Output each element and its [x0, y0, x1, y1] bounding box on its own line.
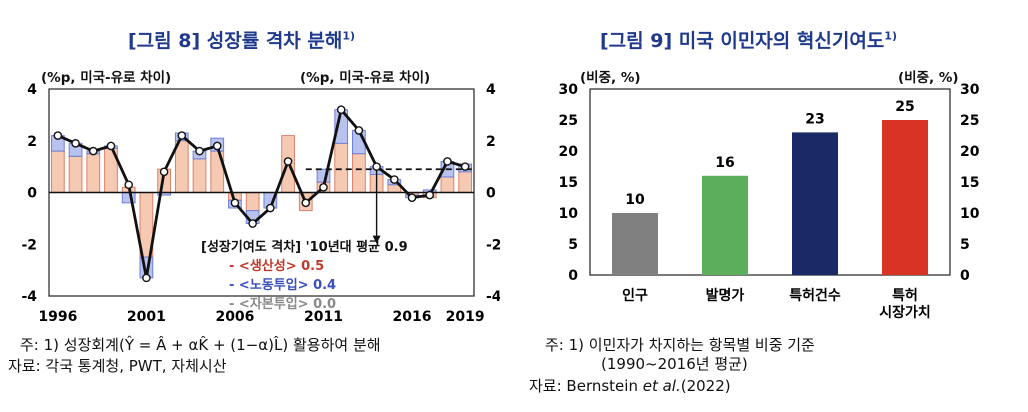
left-ytick-right: 0: [486, 186, 496, 202]
right-note: 주: 1) 이민자가 차지하는 항목별 비중 기준: [545, 336, 815, 354]
total-gap-point-2018: [443, 157, 452, 166]
total-gap-point-2019: [460, 162, 470, 171]
left-ytick-right: 2: [486, 134, 496, 150]
left-xtick: 2016: [393, 309, 432, 325]
bar-인구: [612, 213, 658, 275]
left-source: 자료: 각국 통계청, PWT, 자체시산: [8, 357, 227, 375]
total-gap-point-2009: [283, 157, 293, 166]
right-ytick-right: 5: [960, 237, 970, 253]
right-chart-title-text: [그림 9] 미국 이민자의 혁신기여도: [600, 30, 885, 52]
right-ytick-right: 15: [960, 175, 979, 191]
left-chart-title: [그림 8] 성장률 격차 분해1): [128, 26, 355, 53]
total-gap-point-2015: [390, 175, 399, 184]
annotation-item-productivity: - <생산성> 0.5: [229, 259, 325, 274]
total-gap-point-2016: [407, 193, 417, 202]
left-note: 주: 1) 성장회계(Ŷ = Â + αK̂ + (1−α)L̂) 활용하여 분…: [20, 336, 381, 354]
right-source: 자료: Bernstein et al.(2022): [529, 375, 731, 396]
right-ytick-left: 5: [568, 237, 578, 253]
right-ytick-left: 20: [559, 144, 579, 160]
right-ytick-right: 25: [960, 113, 979, 129]
total-gap-point-1996: [53, 131, 63, 140]
right-chart-title-sup: 1): [884, 29, 897, 43]
left-ytick-left: -2: [21, 237, 37, 253]
total-gap-point-2006: [230, 198, 240, 208]
total-gap-point-2014: [372, 162, 381, 171]
right-plot-frame: [589, 88, 951, 276]
total-gap-point-2010: [301, 198, 311, 208]
left-ytick-left: -4: [21, 289, 37, 305]
left-chart-title-sup: 1): [342, 29, 356, 43]
total-gap-point-2012: [336, 105, 346, 115]
left-unit-right: (%p, 미국-유로 차이): [300, 70, 431, 86]
annotation-item-labor: - <노동투입> 0.4: [229, 278, 337, 293]
total-gap-point-2008: [266, 203, 275, 213]
right-note-period: (1990~2016년 평균): [601, 355, 748, 373]
right-ytick-right: 0: [960, 268, 970, 284]
left-ytick-left: 0: [27, 186, 37, 202]
total-gap-point-2002: [159, 167, 169, 177]
annotation-header: [성장기여도 격차] '10년대 평균 0.9: [201, 240, 408, 255]
total-gap-point-2013: [354, 126, 364, 135]
bar-value-label: 10: [625, 192, 645, 208]
right-xtick: 특허건수: [789, 287, 841, 304]
right-chart: 0 0 5 5 10 10 15 15 20 20 25 25 30 30 10 인구 16 발명가 23 특허건수 2…: [559, 82, 980, 321]
total-gap-point-2003: [177, 131, 187, 140]
bar-value-label: 16: [715, 155, 734, 171]
annotation-item-capital: - <자본투입> 0.0: [229, 297, 337, 312]
total-gap-point-1997: [71, 139, 80, 148]
right-chart-title: [그림 9] 미국 이민자의 혁신기여도1): [600, 26, 897, 53]
right-source-prefix: 자료: Bernstein: [529, 377, 643, 395]
right-ytick-left: 25: [559, 113, 578, 129]
right-source-suffix: (2022): [680, 377, 731, 395]
left-xtick: 2011: [304, 309, 343, 325]
right-unit-right: (비중, %): [898, 70, 959, 86]
bar-특허건수: [792, 132, 838, 275]
bar-특허시장가치: [882, 120, 928, 275]
right-ytick-right: 20: [960, 144, 980, 160]
left-ytick-left: 4: [27, 82, 37, 98]
total-gap-point-2011: [319, 183, 328, 192]
left-ytick-right: -4: [486, 289, 500, 305]
right-ytick-left: 0: [568, 268, 578, 284]
total-gap-point-2007: [248, 219, 257, 228]
right-unit-left: (비중, %): [580, 70, 641, 86]
right-ytick-right: 10: [960, 206, 980, 222]
total-gap-point-1998: [88, 146, 98, 156]
right-ytick-left: 30: [559, 82, 579, 98]
total-gap-point-2017: [425, 190, 435, 200]
total-gap-point-1999: [106, 141, 116, 151]
left-unit-left: (%p, 미국-유로 차이): [41, 70, 172, 86]
right-xtick: 특허: [892, 287, 918, 304]
right-source-italic: et al.: [642, 377, 681, 395]
total-gap-point-2004: [195, 146, 204, 156]
right-xtick: 인구: [622, 287, 648, 304]
total-gap-point-2005: [212, 141, 222, 151]
left-chart-title-text: [그림 8] 성장률 격차 분해: [128, 30, 343, 52]
left-chart: -4 -4 -2 -2 0 0 2 2 4 4 1996 2001 2006 2011 2016 2019: [21, 82, 500, 325]
total-gap-point-2001: [142, 273, 151, 283]
left-xtick: 2006: [215, 309, 254, 325]
left-xtick: 1996: [38, 309, 77, 325]
left-ytick-left: 2: [27, 134, 37, 150]
annotation-arrow-head: [372, 235, 381, 244]
left-ytick-right: -2: [486, 237, 500, 253]
right-ytick-left: 15: [559, 175, 578, 191]
right-ytick-left: 10: [559, 206, 579, 222]
bar-value-label: 25: [895, 99, 914, 115]
bar-value-label: 23: [805, 111, 824, 127]
left-xtick: 2001: [127, 309, 166, 325]
right-xtick: 시장가치: [879, 304, 931, 321]
right-xtick: 발명가: [706, 287, 745, 304]
total-gap-point-2000: [124, 180, 133, 190]
left-annotation: [성장기여도 격차] '10년대 평균 0.9 - <생산성> 0.5 - <노…: [201, 236, 408, 312]
bar-발명가: [702, 175, 748, 275]
left-xtick: 2019: [446, 309, 485, 325]
right-ytick-right: 30: [960, 82, 980, 98]
left-ytick-right: 4: [486, 82, 496, 98]
